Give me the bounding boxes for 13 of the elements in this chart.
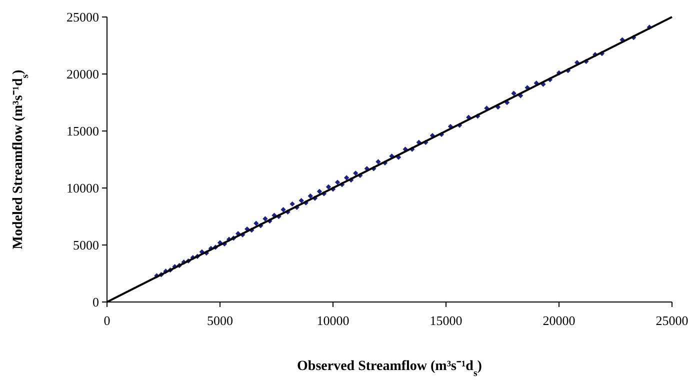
y-tick-label: 20000 [66,66,99,82]
x-tick-label: 15000 [430,313,462,328]
y-tick-label: 0 [92,294,99,310]
x-axis-title: Observed Streamflow (m³s⁻¹d$_{s}$) [297,359,482,378]
y-tick-label: 10000 [66,180,99,196]
x-tick-label: 0 [104,313,110,328]
x-tick-label: 10000 [316,313,350,328]
y-tick-label: 25000 [66,10,99,24]
y-tick-label: 15000 [66,124,99,138]
x-tick-label: 5000 [207,313,233,328]
x-tick-label: 25000 [656,313,688,328]
y-tick-label: 5000 [73,238,99,252]
x-tick-label: 20000 [542,313,576,328]
